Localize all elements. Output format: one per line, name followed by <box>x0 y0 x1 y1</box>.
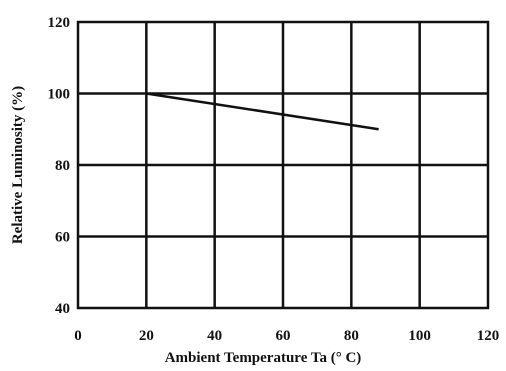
x-tick-labels: 0 20 40 60 80 100 120 <box>74 328 499 344</box>
y-tick-label: 60 <box>55 230 70 246</box>
y-axis-label: Relative Luminosity (%) <box>10 86 26 244</box>
x-tick-label: 120 <box>477 328 500 344</box>
x-tick-label: 60 <box>276 328 291 344</box>
y-tick-label: 120 <box>48 15 71 31</box>
y-tick-label: 80 <box>55 158 70 174</box>
x-tick-label: 100 <box>408 328 431 344</box>
x-tick-label: 80 <box>344 328 359 344</box>
x-tick-label: 20 <box>139 328 154 344</box>
series-line <box>146 92 379 131</box>
x-axis-label: Ambient Temperature Ta (° C) <box>165 350 362 366</box>
grid-lines <box>78 22 488 308</box>
y-tick-label: 100 <box>48 87 71 103</box>
x-tick-label: 40 <box>207 328 222 344</box>
y-tick-labels: 40 60 80 100 120 <box>48 15 71 317</box>
series-group <box>146 92 379 131</box>
x-tick-label: 0 <box>74 328 82 344</box>
plot-frame <box>76 20 490 310</box>
y-tick-label: 40 <box>55 301 70 317</box>
